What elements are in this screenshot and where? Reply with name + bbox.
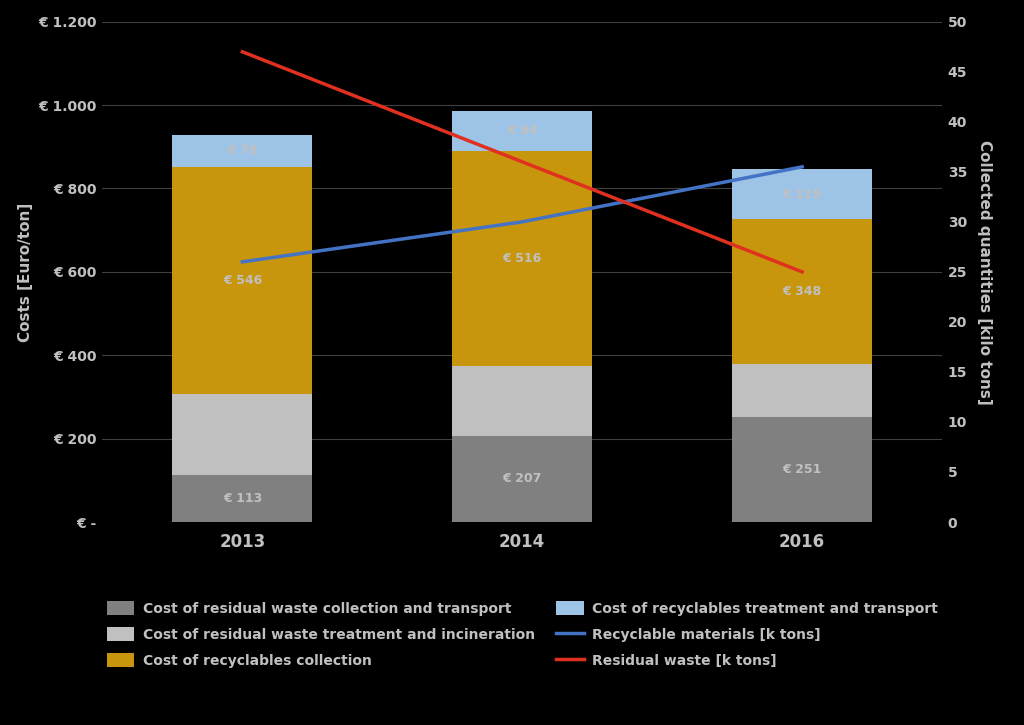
Text: € 193: € 193: [223, 428, 262, 442]
Text: € 348: € 348: [782, 285, 821, 298]
Bar: [453, 112, 592, 151]
Bar: [453, 151, 592, 365]
Text: € 113: € 113: [223, 492, 262, 505]
Bar: [732, 364, 872, 418]
Bar: [172, 167, 312, 394]
Y-axis label: Costs [Euro/ton]: Costs [Euro/ton]: [17, 202, 33, 341]
Legend: Cost of residual waste collection and transport, Cost of residual waste treatmen: Cost of residual waste collection and tr…: [99, 594, 945, 674]
Bar: [172, 394, 312, 475]
Bar: [732, 418, 872, 522]
Bar: [453, 436, 592, 522]
Text: € 119: € 119: [782, 188, 821, 201]
Text: € 251: € 251: [782, 463, 822, 476]
Text: € 128: € 128: [782, 384, 821, 397]
Y-axis label: Collected quantities [kilo tons]: Collected quantities [kilo tons]: [977, 139, 992, 405]
Text: € 168: € 168: [503, 394, 542, 407]
Text: € 207: € 207: [503, 473, 542, 485]
Bar: [453, 365, 592, 436]
Bar: [732, 170, 872, 219]
Text: € 94: € 94: [507, 125, 538, 138]
Text: € 546: € 546: [223, 274, 262, 287]
Bar: [172, 475, 312, 522]
Text: € 76: € 76: [227, 144, 258, 157]
Bar: [732, 219, 872, 364]
Text: € 516: € 516: [503, 252, 542, 265]
Bar: [172, 135, 312, 167]
